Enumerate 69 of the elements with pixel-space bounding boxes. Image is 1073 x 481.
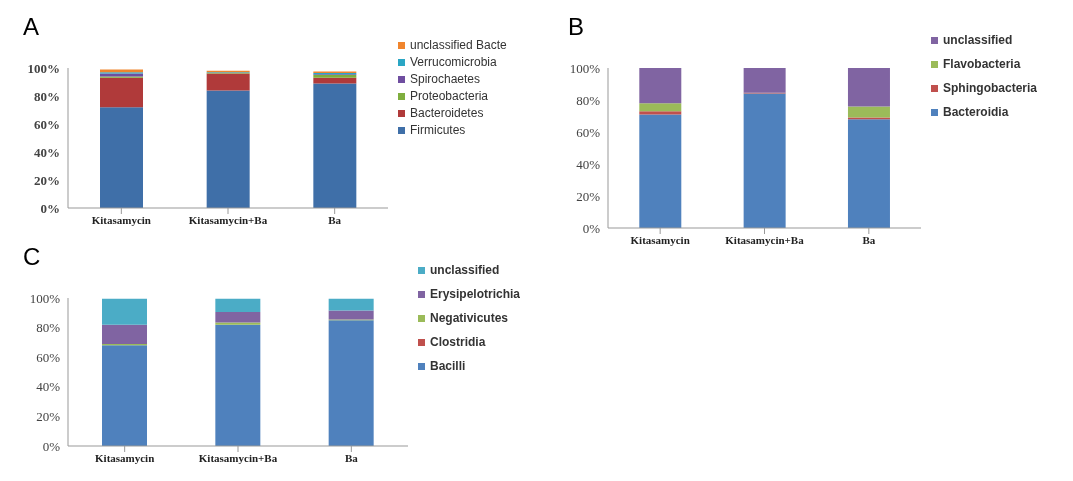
y-tick-label: 60% (34, 116, 60, 132)
x-tick-label: Ba (862, 233, 876, 246)
y-tick-label: 80% (34, 88, 60, 104)
bar (328, 298, 374, 311)
x-tick-label: Kitasamycin (91, 213, 151, 226)
legend-label: Flavobacteria (943, 57, 1021, 71)
legend-label: Proteobacteria (410, 89, 489, 103)
bar (313, 83, 357, 208)
legend-label: Erysipelotrichia (430, 287, 521, 301)
bar (639, 111, 682, 115)
legend-label: Bacteroidetes (410, 106, 484, 120)
legend-label: Bacilli (430, 359, 466, 373)
bar (639, 114, 682, 228)
bar (100, 107, 143, 208)
bar (102, 298, 147, 325)
bar (206, 73, 250, 91)
bar (215, 298, 261, 313)
x-tick-label: Kitasamycin+Ba (725, 233, 805, 246)
legend-label: Verrucomicrobia (410, 55, 497, 69)
chart-title: B (568, 13, 585, 41)
y-tick-label: 80% (576, 92, 601, 108)
bar (847, 68, 890, 107)
x-tick-label: Kitasamycin (630, 233, 690, 246)
y-tick-label: 20% (34, 172, 60, 188)
bar (847, 106, 890, 118)
y-tick-label: 100% (569, 60, 601, 76)
y-tick-label: 20% (36, 409, 61, 425)
bar (215, 312, 261, 323)
legend-label: unclassified (430, 263, 500, 277)
y-tick-label: 40% (34, 144, 60, 160)
x-tick-label: Kitasamycin (95, 451, 155, 464)
y-tick-label: 60% (36, 349, 61, 365)
bar (206, 90, 250, 208)
x-tick-label: Ba (328, 213, 342, 226)
y-tick-label: 0% (582, 220, 601, 236)
bar (328, 320, 374, 446)
chart-title: A (23, 13, 40, 41)
bar (328, 310, 374, 320)
legend-label: Sphingobacteria (943, 81, 1038, 95)
x-tick-label: Ba (344, 451, 359, 464)
y-tick-label: 20% (576, 188, 601, 204)
y-tick-label: 40% (576, 156, 601, 172)
bar (847, 119, 890, 228)
bar (215, 322, 261, 325)
y-tick-label: 40% (36, 379, 61, 395)
chart-title: C (23, 243, 41, 271)
legend-label: Firmicutes (410, 123, 466, 137)
legend-label: Negativicutes (430, 311, 509, 325)
bar (743, 93, 786, 228)
bar (639, 103, 682, 112)
x-tick-label: Kitasamycin+Ba (198, 451, 278, 464)
bar (215, 324, 261, 446)
y-tick-label: 0% (40, 200, 60, 216)
legend-label: Clostridia (430, 335, 486, 349)
bar (100, 77, 143, 108)
legend-label: unclassified Bacte (410, 38, 507, 52)
legend-label: unclassified (943, 33, 1013, 47)
x-tick-label: Kitasamycin+Ba (188, 213, 268, 226)
y-tick-label: 100% (27, 60, 60, 76)
y-tick-label: 80% (36, 320, 61, 336)
y-tick-label: 0% (42, 438, 61, 454)
y-tick-label: 60% (576, 124, 601, 140)
bar (102, 345, 147, 446)
legend-label: Spirochaetes (410, 72, 481, 86)
legend-label: Bacteroidia (943, 105, 1009, 119)
bar (102, 324, 147, 344)
bar (639, 68, 682, 104)
bar (743, 68, 786, 93)
y-tick-label: 100% (29, 290, 61, 306)
